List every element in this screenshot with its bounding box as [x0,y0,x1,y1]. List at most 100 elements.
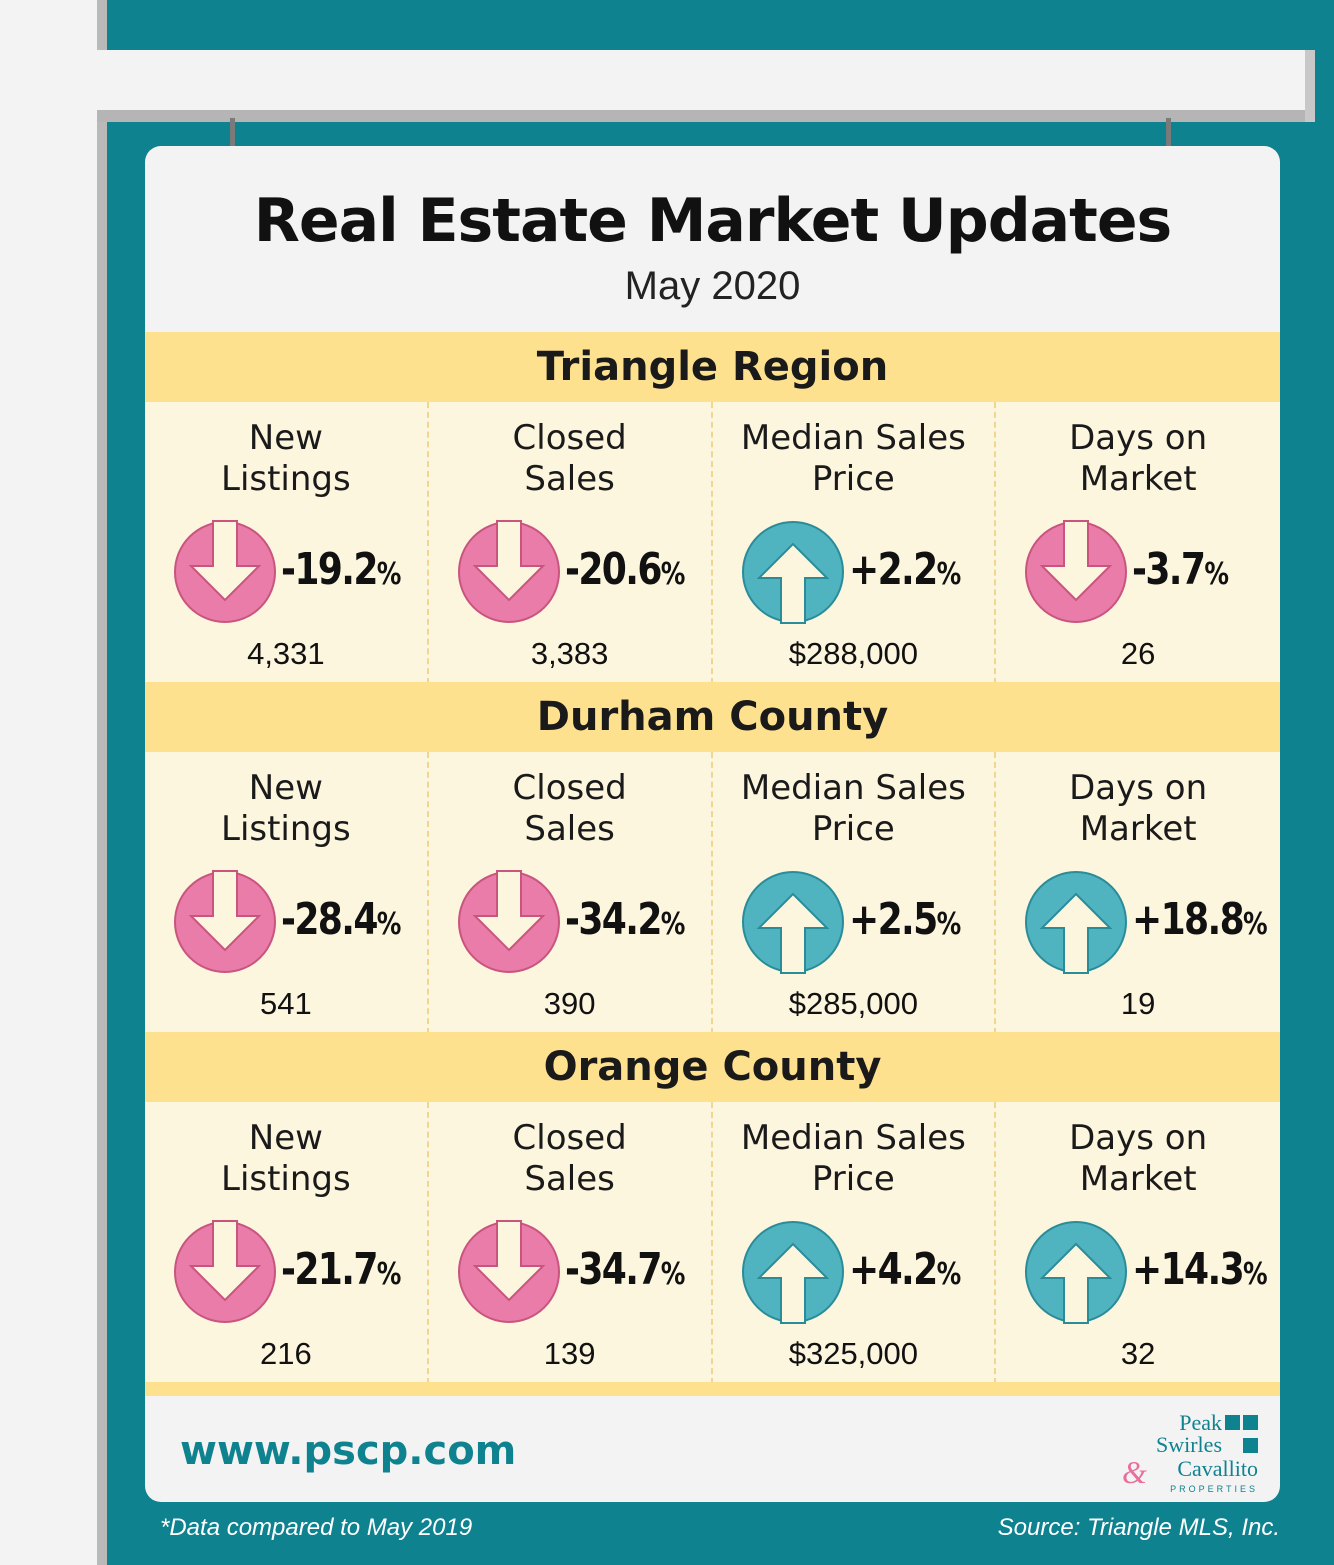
arrow-down-icon [174,1220,276,1323]
sign-post-shadow [97,0,107,1565]
percent-change-value: -3.7 [1132,544,1206,595]
percent-change: +2.5% [849,894,961,945]
percent-change: -28.4% [281,894,401,945]
stat-label: Closed Sales [512,1118,627,1199]
stat-cell: Closed Sales -20.6% 3,383 [429,402,713,684]
stat-label: New Listings [221,1118,351,1199]
percent-sign: % [1243,907,1268,942]
page-title: Real Estate Market Updates [253,186,1173,256]
percent-change-value: +4.2 [848,1244,938,1295]
stat-cell: Closed Sales -34.2% 390 [429,752,713,1034]
region-heading: Triangle Region [145,332,1280,402]
company-logo: Peak Swirles & Cavallito PROPERTIES [1118,1412,1258,1498]
arrow-up-icon [741,871,844,974]
percent-sign: % [936,557,961,592]
percent-sign: % [1204,557,1230,592]
percent-change: -19.2% [281,544,401,595]
stat-value: 26 [1120,636,1156,671]
percent-change-value: -20.6 [564,544,662,595]
region-heading: Orange County [145,1032,1280,1102]
logo-subtitle: PROPERTIES [1170,1484,1258,1494]
sign-post-arm-shadow [97,110,1315,122]
sign-board: Real Estate Market Updates May 2020 Tria… [145,146,1280,1502]
stat-label: Closed Sales [512,768,627,849]
logo-square [1243,1438,1258,1453]
percent-sign: % [660,907,686,942]
arrow-up-icon [741,1221,844,1324]
stat-value: 19 [1120,986,1156,1021]
percent-change: -20.6% [565,544,685,595]
stat-label: New Listings [221,418,351,499]
percent-sign: % [1243,1257,1268,1292]
logo-line-2: Swirles [1156,1432,1222,1457]
stat-label: Days on Market [1069,1118,1208,1199]
percent-change-value: -19.2 [281,544,378,595]
logo-line-1: Peak [1179,1410,1222,1435]
arrow-up-icon [1025,871,1128,974]
arrow-down-icon [174,520,276,623]
percent-change: -21.7% [281,1244,401,1295]
percent-sign: % [376,557,402,592]
stat-cell: New Listings -19.2% 4,331 [145,402,429,684]
percent-sign: % [936,1257,961,1292]
percent-change: -3.7% [1132,544,1229,595]
percent-change: +14.3% [1132,1244,1268,1295]
stat-label: Days on Market [1069,768,1208,849]
stat-value: 4,331 [247,636,325,671]
arrow-down-icon [174,870,276,973]
percent-change: -34.7% [565,1244,685,1295]
sign-post-arm-end [1305,50,1315,122]
percent-change-value: -21.7 [281,1244,378,1295]
arrow-down-icon [457,870,560,973]
stat-label: Closed Sales [512,418,627,499]
footnote-comparison: *Data compared to May 2019 [160,1514,473,1541]
stat-cell: Days on Market +14.3% 32 [996,1102,1280,1384]
percent-change-value: +2.2 [848,544,938,595]
percent-change: -34.2% [565,894,685,945]
percent-change-value: -28.4 [281,894,378,945]
arrow-down-icon [457,520,560,623]
stat-cell: Days on Market +18.8% 19 [996,752,1280,1034]
logo-line-3: Cavallito [1177,1456,1258,1481]
logo-ampersand: & [1122,1454,1147,1490]
percent-change: +4.2% [849,1244,961,1295]
stat-value: 541 [260,986,312,1021]
stat-label: Median Sales Price [740,418,966,499]
stat-value: $325,000 [788,1336,919,1371]
percent-change-value: +14.3 [1132,1244,1245,1295]
stat-value: $285,000 [788,986,919,1021]
stat-value: 390 [543,986,596,1021]
stat-cell: New Listings -21.7% 216 [145,1102,429,1384]
stat-label: Median Sales Price [740,1118,966,1199]
arrow-up-icon [741,521,844,624]
stats-row: New Listings -28.4% 541 Closed Sales -34.2% 3… [145,752,1280,1034]
stat-value: $288,000 [788,636,919,671]
arrow-down-icon [1025,520,1128,623]
sign-post-vertical [0,0,97,1565]
percent-change: +2.2% [849,544,961,595]
stat-value: 139 [543,1336,596,1371]
percent-change-value: -34.2 [564,894,662,945]
logo-square [1225,1415,1240,1430]
percent-change-value: +2.5 [848,894,938,945]
stat-value: 3,383 [530,636,609,671]
bottom-band [145,1382,1280,1396]
percent-change-value: -34.7 [564,1244,662,1295]
stat-cell: Median Sales Price +2.5% $285,000 [713,752,997,1034]
stats-row: New Listings -19.2% 4,331 Closed Sales -20.6… [145,402,1280,684]
page-subtitle: May 2020 [624,264,801,308]
arrow-down-icon [457,1220,560,1323]
stat-cell: Closed Sales -34.7% 139 [429,1102,713,1384]
region-heading: Durham County [145,682,1280,752]
percent-change-value: +18.8 [1132,894,1245,945]
stat-cell: Median Sales Price +2.2% $288,000 [713,402,997,684]
logo-square [1243,1415,1258,1430]
stat-cell: New Listings -28.4% 541 [145,752,429,1034]
stat-label: Median Sales Price [740,768,966,849]
website-link[interactable]: www.pscp.com [180,1428,517,1474]
percent-sign: % [376,907,402,942]
footnote-source: Source: Triangle MLS, Inc. [997,1514,1280,1541]
percent-sign: % [376,1257,402,1292]
percent-sign: % [660,1257,686,1292]
stat-value: 32 [1120,1336,1156,1371]
